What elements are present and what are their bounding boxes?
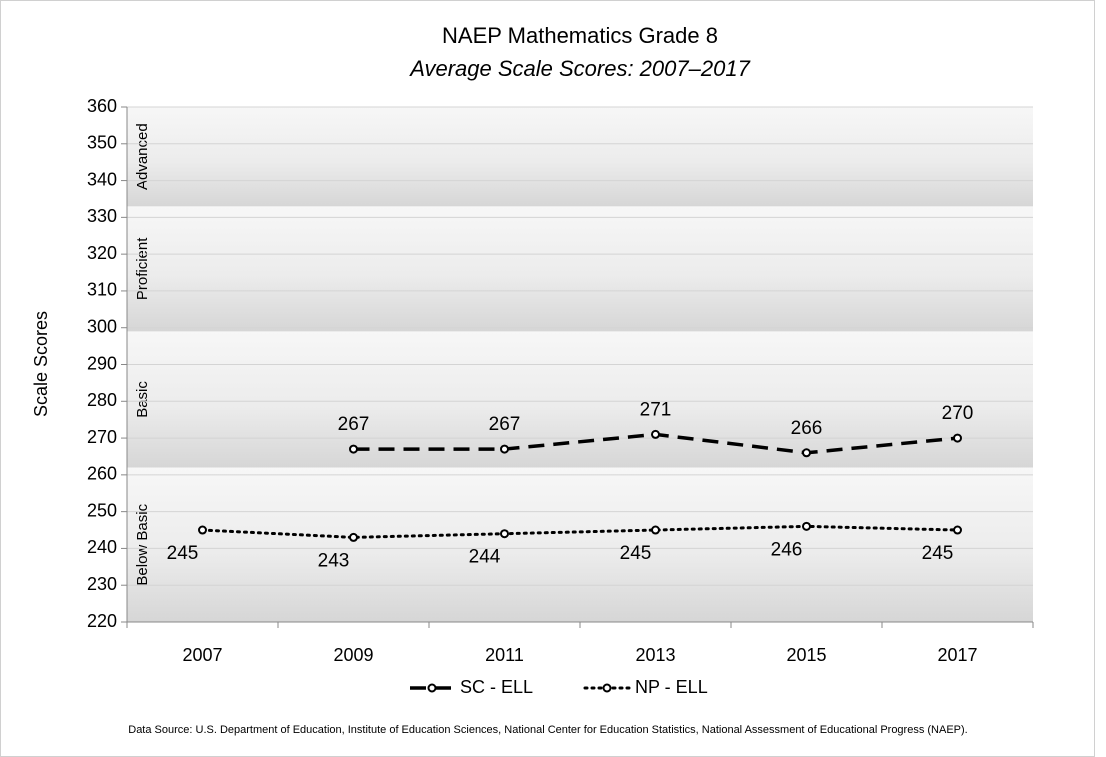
x-tick-label: 2009 [333, 645, 373, 665]
data-label: 245 [922, 543, 954, 564]
legend-marker [602, 683, 612, 693]
data-label: 244 [469, 547, 501, 568]
data-label: 246 [771, 539, 803, 560]
x-tick-label: 2007 [182, 645, 222, 665]
y-tick-label: 240 [87, 537, 117, 557]
y-tick-label: 280 [87, 390, 117, 410]
data-label: 243 [318, 550, 350, 571]
series-marker [651, 525, 660, 535]
chart-title: NAEP Mathematics Grade 8 [442, 23, 718, 48]
band-label: Below Basic [134, 503, 151, 585]
data-label: 267 [489, 414, 521, 435]
legend-marker [427, 683, 437, 693]
achievement-band [127, 206, 1033, 332]
data-label: 245 [620, 543, 652, 564]
series-marker [802, 521, 811, 531]
series-marker [349, 532, 358, 542]
legend-label: NP - ELL [635, 677, 708, 697]
series-marker [953, 433, 962, 443]
y-tick-label: 250 [87, 500, 117, 520]
band-label: Basic [134, 381, 151, 418]
y-tick-label: 360 [87, 96, 117, 116]
series-marker [802, 448, 811, 458]
series-marker [349, 444, 358, 454]
series-marker [198, 525, 207, 535]
y-tick-label: 220 [87, 611, 117, 631]
series-marker [500, 529, 509, 539]
y-axis-title: Scale Scores [31, 311, 51, 417]
series-marker [651, 429, 660, 439]
chart-subtitle: Average Scale Scores: 2007–2017 [408, 56, 750, 81]
data-label: 266 [791, 418, 823, 439]
y-tick-label: 230 [87, 574, 117, 594]
y-tick-label: 340 [87, 169, 117, 189]
y-tick-label: 300 [87, 316, 117, 336]
achievement-band [127, 331, 1033, 468]
y-tick-label: 320 [87, 243, 117, 263]
y-tick-label: 260 [87, 464, 117, 484]
x-tick-label: 2011 [485, 645, 524, 665]
y-tick-label: 290 [87, 353, 117, 373]
y-tick-label: 350 [87, 133, 117, 153]
series-marker [953, 525, 962, 535]
achievement-band [127, 107, 1033, 207]
data-label: 245 [167, 543, 199, 564]
band-label: Advanced [134, 123, 151, 190]
y-tick-label: 330 [87, 206, 117, 226]
data-label: 270 [942, 403, 974, 424]
x-tick-label: 2013 [635, 645, 675, 665]
series-line [201, 524, 959, 539]
y-tick-label: 270 [87, 427, 117, 447]
y-tick-label: 310 [87, 280, 117, 300]
band-label: Proficient [134, 237, 151, 300]
legend-label: SC - ELL [460, 677, 533, 697]
x-tick-label: 2017 [937, 645, 977, 665]
data-label: 267 [338, 414, 370, 435]
achievement-band [127, 467, 1033, 622]
source-note: Data Source: U.S. Department of Educatio… [128, 724, 967, 736]
x-tick-label: 2015 [786, 645, 826, 665]
data-label: 271 [640, 399, 672, 420]
series-marker [500, 444, 509, 454]
